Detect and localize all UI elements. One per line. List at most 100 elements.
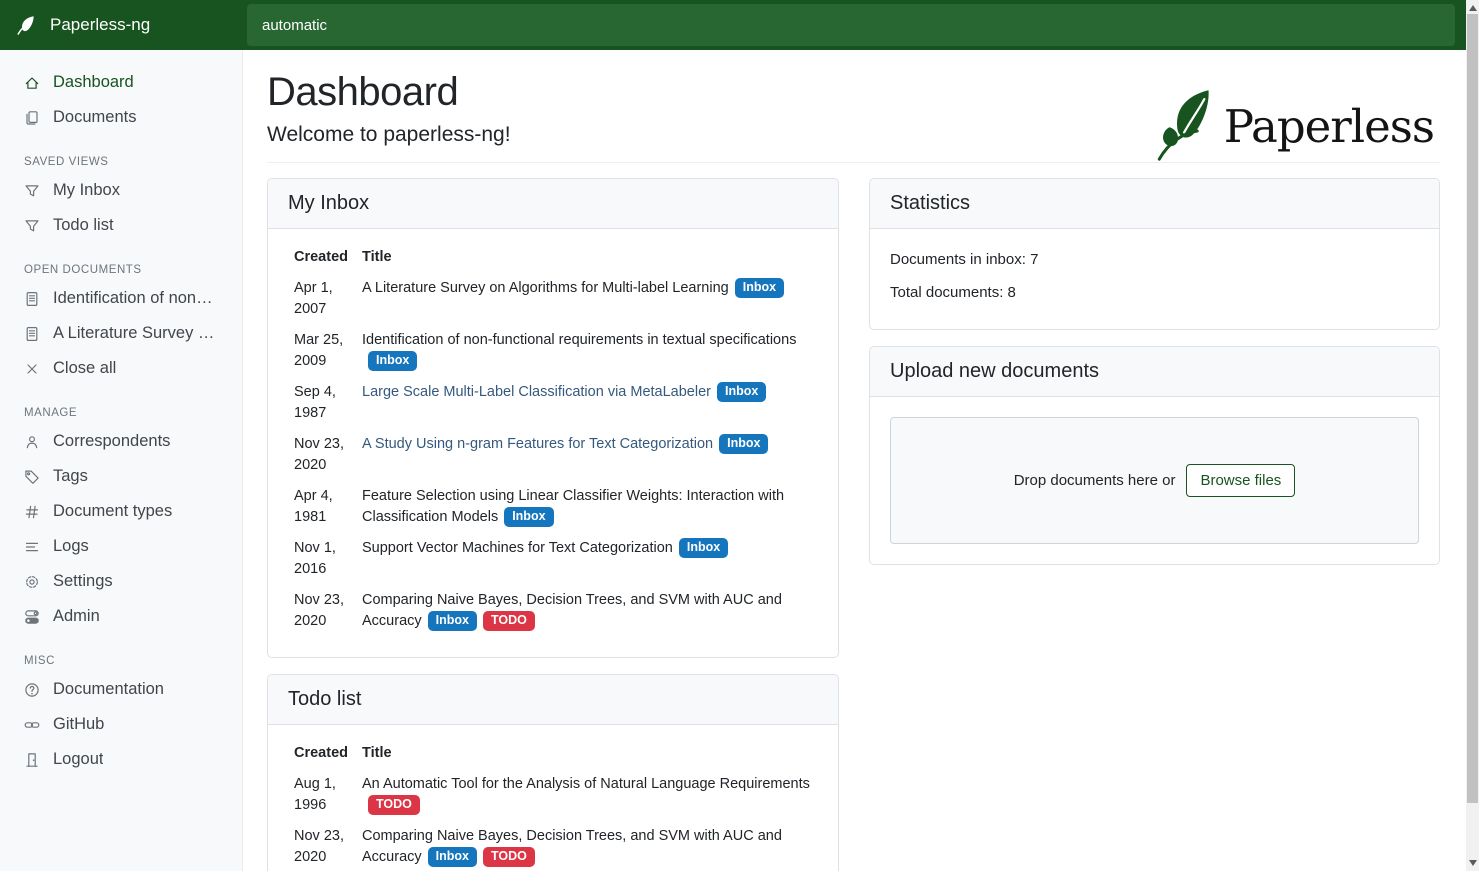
brand[interactable]: Paperless-ng [0,14,243,36]
document-link[interactable]: Support Vector Machines for Text Categor… [362,540,673,556]
sidebar-item-tags[interactable]: Tags [0,459,242,494]
sidebar-item-label: Tags [53,467,88,485]
sidebar-item-logout[interactable]: Logout [0,742,242,777]
document-link[interactable]: A Study Using n-gram Features for Text C… [362,436,714,452]
paperless-leaf-icon [1156,87,1216,166]
sidebar-item-document-types[interactable]: Document types [0,494,242,529]
toggles-icon [24,609,40,625]
sidebar-item-documents[interactable]: Documents [0,100,242,135]
sidebar-item-admin[interactable]: Admin [0,599,242,634]
statistics-card-title: Statistics [870,179,1439,229]
doc-created-date: Nov 1, 2016 [294,540,336,577]
file-text-icon [24,326,40,342]
tag-badge-todo[interactable]: TODO [368,794,420,815]
tag-badge-inbox[interactable]: Inbox [678,537,729,558]
doc-created-date: Nov 23, 2020 [294,436,344,473]
paperless-logo-text: Paperless [1223,100,1435,153]
document-link[interactable]: Identification of non-functional require… [362,332,797,348]
left-column: My Inbox Created Title Apr 1, 2007 A Lite… [267,178,839,871]
document-link[interactable]: A Literature Survey on Algorithms for Mu… [362,280,729,296]
tag-badge-inbox[interactable]: Inbox [504,506,554,527]
right-column: Statistics Documents in inbox: 7 Total d… [869,178,1440,565]
sidebar-item-label: GitHub [53,715,105,733]
doc-created-date: Aug 1, 1996 [294,776,336,813]
page-scrollbar[interactable] [1466,0,1479,871]
sidebar-item-close-all[interactable]: Close all [0,351,242,386]
sidebar-item-documentation[interactable]: Documentation [0,672,242,707]
sidebar-item-github[interactable]: GitHub [0,707,242,742]
document-link[interactable]: Large Scale Multi-Label Classification v… [362,384,711,400]
upload-dropzone[interactable]: Drop documents here or Browse files [890,417,1419,544]
tag-badge-inbox[interactable]: Inbox [368,350,418,371]
sidebar-item-correspondents[interactable]: Correspondents [0,424,242,459]
upload-card-body: Drop documents here or Browse files [870,397,1439,564]
inbox-table: Created Title Apr 1, 2007 A Literature Su… [288,247,818,637]
doc-title-cell: Identification of non-functional require… [356,325,818,377]
sidebar-item-label: My Inbox [53,181,120,199]
tag-badge-inbox[interactable]: Inbox [716,381,767,402]
doc-title-cell: Comparing Naive Bayes, Decision Trees, a… [356,821,818,871]
tag-badge-inbox[interactable]: Inbox [719,433,769,454]
person-icon [24,434,40,450]
doc-title-cell: Comparing Naive Bayes, Decision Trees, a… [356,585,818,637]
welcome-text: Welcome to paperless-ng! [267,123,511,146]
page-header: Dashboard Welcome to paperless-ng! Paper… [267,70,1440,163]
doc-title-cell: Support Vector Machines for Text Categor… [356,533,818,585]
column-header-title: Title [362,745,392,761]
todo-card: Todo list Created Title Aug 1, 1996 An Au… [267,674,839,871]
column-header-created: Created [294,745,348,761]
tag-badge-inbox[interactable]: Inbox [427,610,477,631]
sidebar-item-a-literature-survey-on-algori[interactable]: A Literature Survey on Algori... [0,316,242,351]
document-link[interactable]: Feature Selection using Linear Classifie… [362,488,785,525]
table-row: Nov 23, 2020 Comparing Naive Bayes, Decis… [288,585,818,637]
inbox-card: My Inbox Created Title Apr 1, 2007 A Lite… [267,178,839,658]
document-link[interactable]: An Automatic Tool for the Analysis of Na… [362,776,810,792]
brand-label: Paperless-ng [50,15,151,34]
scrollbar-down-arrow[interactable] [1468,860,1477,866]
sidebar-item-dashboard[interactable]: Dashboard [0,65,242,100]
doc-created-date: Sep 4, 1987 [294,384,336,421]
scrollbar-thumb[interactable] [1467,14,1478,803]
tag-badge-todo[interactable]: TODO [482,846,535,867]
tag-badge-inbox[interactable]: Inbox [427,846,477,867]
upload-card-title: Upload new documents [870,347,1439,397]
sidebar-item-label: Dashboard [53,73,134,91]
documents-icon [24,110,40,126]
close-icon [24,361,40,377]
browse-files-button[interactable]: Browse files [1186,464,1296,497]
sidebar-item-label: Todo list [53,216,114,234]
document-link[interactable]: Comparing Naive Bayes, Decision Trees, a… [362,592,782,629]
table-row: Mar 25, 2009 Identification of non-functi… [288,325,818,377]
sidebar-item-identification-of-non-functio[interactable]: Identification of non-functio... [0,281,242,316]
sidebar-item-my-inbox[interactable]: My Inbox [0,173,242,208]
sidebar-item-settings[interactable]: Settings [0,564,242,599]
table-row: Aug 1, 1996 An Automatic Tool for the Ana… [288,769,818,821]
column-header-title: Title [362,249,392,265]
table-row: Nov 23, 2020 A Study Using n-gram Feature… [288,429,818,481]
document-link[interactable]: Comparing Naive Bayes, Decision Trees, a… [362,828,782,865]
leaf-icon [15,14,37,36]
tag-icon [24,469,40,485]
scrollbar-up-arrow[interactable] [1468,5,1477,11]
statistics-card: Statistics Documents in inbox: 7 Total d… [869,178,1440,330]
sidebar-item-todo-list[interactable]: Todo list [0,208,242,243]
list-icon [24,539,40,555]
doc-title-cell: Feature Selection using Linear Classifie… [356,481,818,533]
sidebar-item-logs[interactable]: Logs [0,529,242,564]
home-icon [24,75,40,91]
main-content: Dashboard Welcome to paperless-ng! Paper… [243,50,1466,871]
stat-line-inbox: Documents in inbox: 7 [890,251,1039,268]
table-row: Apr 4, 1981 Feature Selection using Linea… [288,481,818,533]
global-search-input[interactable] [247,4,1455,46]
tag-badge-inbox[interactable]: Inbox [734,277,785,298]
doc-title-cell: A Study Using n-gram Features for Text C… [356,429,818,481]
column-header-created: Created [294,249,348,265]
door-icon [24,752,40,768]
doc-title-cell: An Automatic Tool for the Analysis of Na… [356,769,818,821]
hash-icon [24,504,40,520]
paperless-logo: Paperless [1156,87,1435,166]
funnel-icon [24,183,40,199]
todo-card-body: Created Title Aug 1, 1996 An Automatic To… [268,725,838,871]
tag-badge-todo[interactable]: TODO [482,610,535,631]
page-title: Dashboard [267,70,459,114]
